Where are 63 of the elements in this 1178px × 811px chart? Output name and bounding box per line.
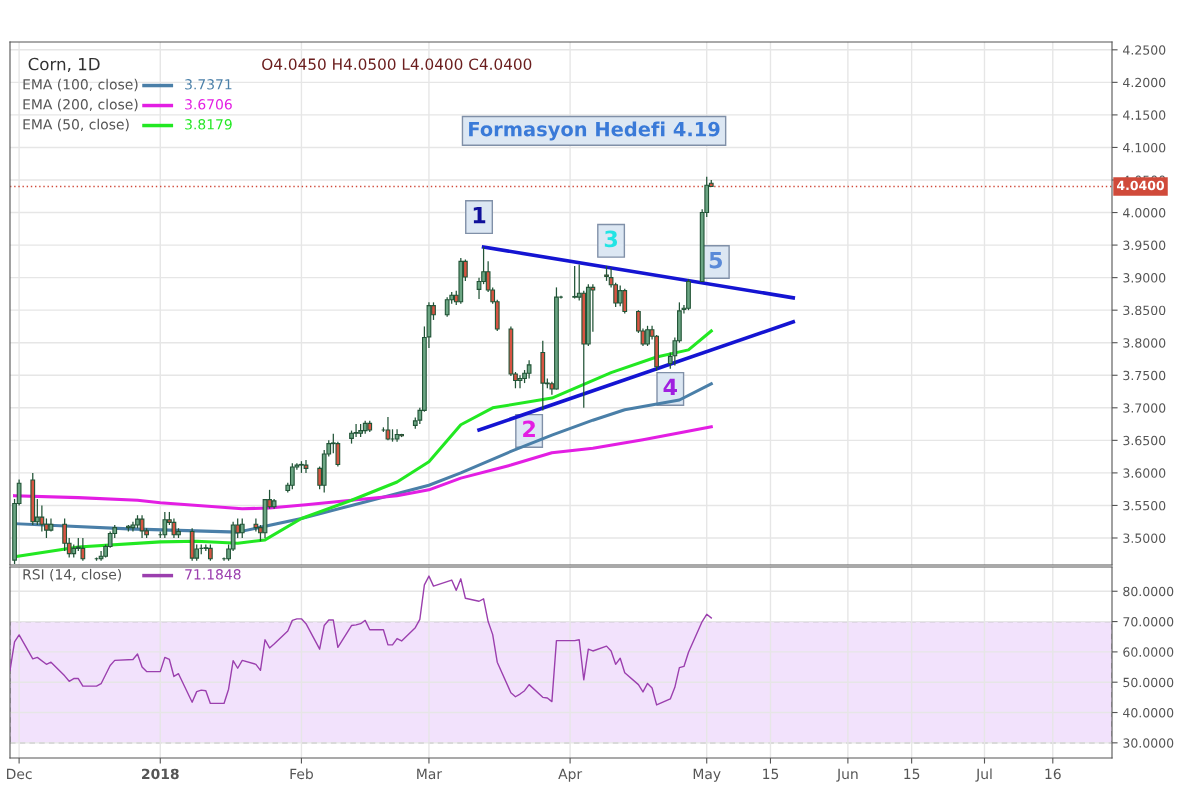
annotation: 71.1848 [185,569,241,580]
x-tick-label: May [693,768,721,782]
annotation: 4 [663,378,677,396]
legend-label: EMA (200, close) [23,98,138,112]
y-tick-label: 70.0000 [1123,617,1174,627]
ref-line-label: 4.0400 [1116,180,1165,191]
y-tick-label: 3.9000 [1123,273,1166,283]
x-tick-label: Feb [290,768,313,780]
annotation: 1 [473,207,486,224]
candlestick [139,514,145,539]
y-tick-label: 4.1500 [1123,110,1166,120]
x-tick-label: Jun [836,768,858,782]
y-tick-label: 3.7000 [1123,403,1166,413]
annotation: O4.0450 H4.0500 L4.0400 C4.0400 [262,58,532,70]
candlestick [62,517,68,552]
candlestick [303,459,309,474]
legend-label: EMA (100, close) [23,78,138,92]
legend-label: EMA (50, close) [23,118,129,132]
y-tick-label: 3.5000 [1123,533,1166,543]
y-tick-label: 40.0000 [1123,708,1174,718]
candlestick [444,296,450,318]
annotation: 3.6706 [185,99,232,110]
annotation: 2 [523,420,535,438]
x-tick-label: Apr [558,768,583,782]
y-tick-label: 60.0000 [1123,647,1174,657]
x-tick-label: 15 [763,768,779,780]
candlestick [517,374,523,389]
text: Corn, 1D [28,57,100,73]
annotation: 3 [604,230,618,248]
candlestick [289,462,295,490]
y-tick-label: 80.0000 [1123,586,1174,597]
y-tick-label: 4.0000 [1123,208,1166,218]
y-tick-label: 4.1000 [1123,142,1166,153]
y-tick-label: 3.6500 [1123,435,1166,446]
y-tick-label: 3.9500 [1123,240,1166,251]
annotation: 5 [709,251,723,269]
x-tick-label: Jul [975,768,992,782]
annotation: Formasyon Hedefi 4.19 [469,121,720,141]
candlestick [80,537,86,562]
candlestick [353,423,359,438]
candlestick [622,288,628,315]
y-tick-label: 3.8500 [1123,305,1166,316]
x-tick-label: 15 [904,768,920,780]
candlestick [572,265,578,300]
y-tick-label: 3.8000 [1123,338,1166,348]
y-tick-label: 4.2000 [1123,77,1166,88]
x-tick-label: 16 [1045,768,1061,780]
candlestick [526,359,532,380]
candlestick [253,517,259,533]
annotation: 3.8179 [185,119,232,130]
candlestick [394,428,400,443]
y-tick-label: 3.6000 [1123,468,1166,478]
x-tick-label: 2018 [142,768,179,780]
annotation: 3.7371 [185,79,232,90]
legend-label: RSI (14, close) [23,568,122,582]
y-tick-label: 4.2500 [1123,45,1166,55]
candlestick [239,517,245,539]
x-tick-label: Dec [7,768,32,780]
x-tick-label: Mar [417,768,443,780]
y-tick-label: 30.0000 [1123,738,1174,748]
y-tick-label: 50.0000 [1123,677,1174,688]
y-tick-label: 3.5500 [1123,500,1166,511]
y-tick-label: 3.7500 [1123,370,1166,381]
